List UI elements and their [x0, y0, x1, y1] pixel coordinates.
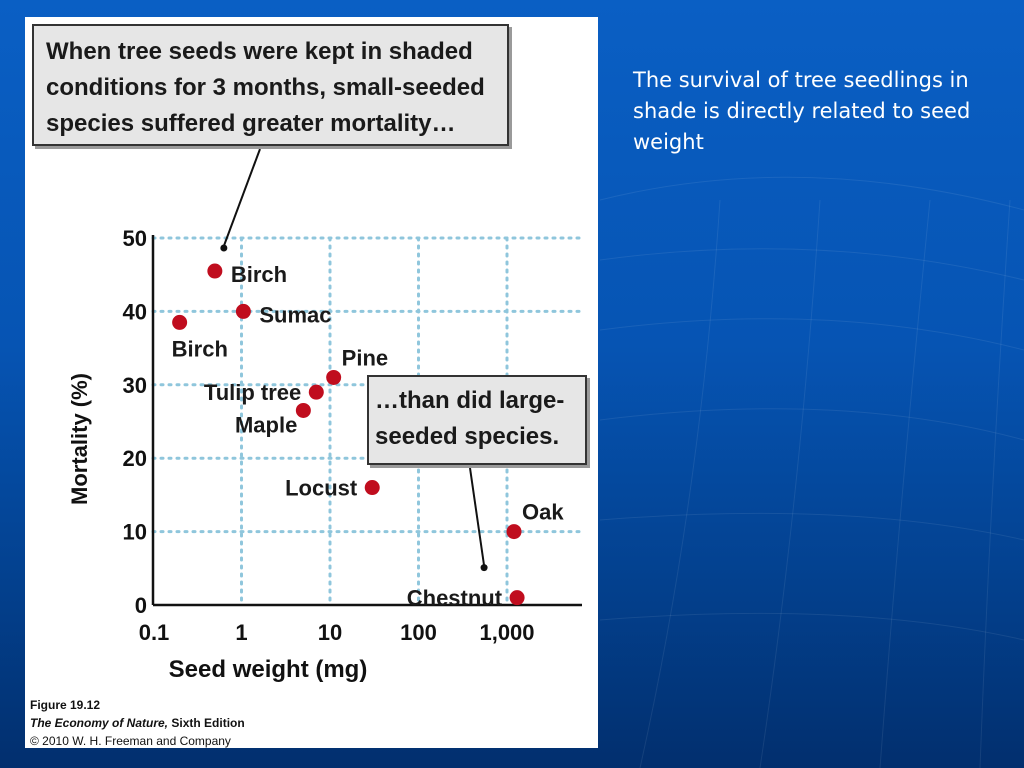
data-point	[308, 384, 324, 400]
callout-connector	[222, 148, 261, 247]
y-tick-label: 10	[123, 520, 147, 545]
book-title: The Economy of Nature,	[30, 716, 169, 730]
slide-body-text: The survival of tree seedlings in shade …	[633, 68, 971, 154]
callout-line: seeded species.	[375, 423, 560, 450]
data-points	[172, 263, 525, 606]
tick-labels: 0 10 20 30 40 50 0.1 1 10 100 1,000	[123, 226, 535, 645]
data-point	[326, 369, 342, 385]
x-tick-label: 1	[235, 620, 247, 645]
figure-number: Figure 19.12	[30, 698, 101, 712]
connector-dot	[220, 244, 228, 252]
point-label: Tulip tree	[204, 380, 301, 405]
point-labels: Birch Sumac Birch Pine Tulip tree Maple Locust…	[172, 262, 565, 611]
point-label: Chestnut	[407, 586, 503, 611]
callout-connectors	[220, 148, 488, 572]
point-label: Birch	[172, 336, 228, 361]
data-point	[295, 402, 311, 418]
y-tick-label: 20	[123, 446, 147, 471]
book-edition: Sixth Edition	[168, 716, 245, 730]
y-tick-label: 50	[123, 226, 147, 251]
figure-panel: 0 10 20 30 40 50 0.1 1 10 100 1,000 Birch Sumac Birc…	[25, 17, 598, 748]
x-axis-label: Seed weight (mg)	[169, 656, 368, 683]
data-point	[172, 314, 188, 330]
callout-large-seeded: …than did large- seeded species.	[367, 375, 587, 465]
book-line: The Economy of Nature, Sixth Edition	[30, 714, 245, 732]
x-tick-label: 100	[400, 620, 437, 645]
callout-line: species suffered greater mortality…	[46, 110, 456, 137]
axes	[151, 235, 582, 607]
x-tick-label: 10	[318, 620, 342, 645]
point-label: Birch	[231, 262, 287, 287]
connector-dot	[480, 564, 488, 572]
point-label: Sumac	[259, 302, 331, 327]
y-tick-label: 40	[123, 299, 147, 324]
callout-line: When tree seeds were kept in shaded	[46, 38, 473, 65]
data-point	[509, 590, 525, 606]
point-label: Pine	[342, 345, 388, 370]
point-label: Locust	[285, 476, 358, 501]
point-label: Oak	[522, 500, 564, 525]
point-label: Maple	[235, 412, 297, 437]
y-tick-label: 30	[123, 373, 147, 398]
callout-line: conditions for 3 months, small-seeded	[46, 74, 485, 101]
data-point	[506, 524, 522, 540]
copyright: © 2010 W. H. Freeman and Company	[30, 734, 231, 748]
data-point	[235, 303, 251, 319]
x-tick-label: 0.1	[139, 620, 170, 645]
y-tick-label: 0	[135, 593, 147, 618]
data-point	[207, 263, 223, 279]
y-axis-label: Mortality (%)	[67, 373, 92, 505]
data-point	[364, 480, 380, 496]
x-tick-label: 1,000	[479, 620, 534, 645]
callout-connector	[469, 467, 486, 566]
callout-line: …than did large-	[375, 387, 565, 414]
callout-small-seeded: When tree seeds were kept in shaded cond…	[32, 24, 509, 146]
figure-credit: Figure 19.12 The Economy of Nature, Sixt…	[30, 696, 245, 750]
